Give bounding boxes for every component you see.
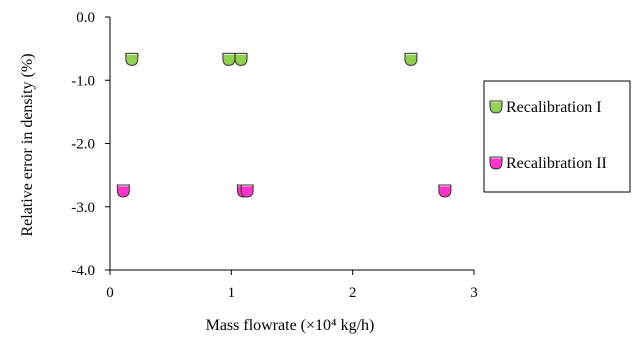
y-tick-label: -3.0 [71,200,95,216]
data-point-series-1 [125,52,139,66]
legend-label-1: Recalibration I [506,99,602,116]
legend-label-2: Recalibration II [506,155,607,172]
legend-box [483,80,631,193]
x-axis-title: Mass flowrate (×10⁴ kg/h) [206,317,375,334]
y-tick-label: -2.0 [71,137,95,153]
x-tick-label: 3 [470,285,478,301]
y-tick-label: -1.0 [71,73,95,89]
x-tick-label: 2 [349,285,357,301]
y-axis-title: Relative error in density (%) [19,53,36,236]
data-point-series-1 [234,52,248,66]
y-tick-label: -4.0 [71,263,95,279]
data-point-series-1 [222,52,236,66]
legend-items: Recalibration I Recalibration II [489,99,607,172]
x-tick-label: 0 [106,285,114,301]
y-tick-label: 0.0 [76,10,95,26]
data-point-series-1 [404,52,418,66]
data-point-series-2 [438,184,452,198]
marks-layer [116,52,452,198]
legend: Recalibration I Recalibration II [483,80,631,193]
data-point-series-2 [240,184,254,198]
data-point-series-2 [116,184,130,198]
legend-marker-1 [489,100,503,114]
x-tick-label: 1 [228,285,236,301]
ticks-layer: 0.0 -1.0 -2.0 -3.0 -4.0 0 1 2 3 [71,10,478,301]
legend-marker-2 [489,156,503,170]
